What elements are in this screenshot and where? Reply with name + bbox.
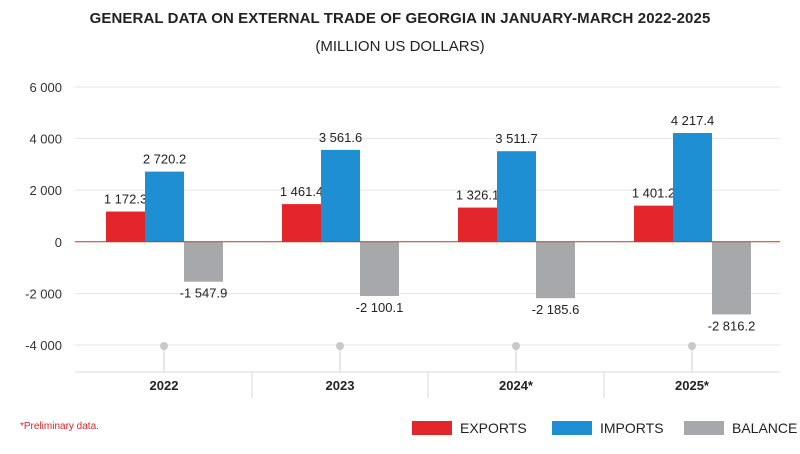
bar-exports-2024 bbox=[458, 207, 497, 242]
bar-exports-2023 bbox=[282, 204, 321, 242]
data-label-balance: -2 816.2 bbox=[708, 318, 756, 333]
y-tick-label: 0 bbox=[55, 235, 62, 250]
data-label-exports: 1 326.1 bbox=[456, 188, 499, 203]
legend-label-exports: EXPORTS bbox=[460, 420, 527, 436]
legend-item-imports: IMPORTS bbox=[552, 420, 664, 436]
legend-item-balance: BALANCE bbox=[684, 420, 797, 436]
bar-exports-2022 bbox=[106, 211, 145, 242]
data-label-balance: -1 547.9 bbox=[180, 286, 228, 301]
data-label-imports: 3 511.7 bbox=[495, 131, 537, 146]
data-label-exports: 1 461.4 bbox=[280, 184, 323, 199]
chart-title: GENERAL DATA ON EXTERNAL TRADE OF GEORGI… bbox=[89, 10, 711, 27]
legend-swatch-balance bbox=[684, 421, 724, 435]
bar-imports-2025 bbox=[673, 132, 712, 242]
legend-item-exports: EXPORTS bbox=[412, 420, 527, 436]
bar-imports-2023 bbox=[321, 149, 360, 242]
y-tick-label: -4 000 bbox=[25, 338, 62, 353]
bar-balance-2025 bbox=[712, 241, 751, 315]
y-tick-label: 4 000 bbox=[29, 132, 62, 147]
data-label-imports: 4 217.4 bbox=[671, 113, 714, 128]
category-marker bbox=[688, 342, 696, 350]
category-marker bbox=[512, 342, 520, 350]
chart-subtitle: (MILLION US DOLLARS) bbox=[315, 38, 485, 55]
y-tick-label: 2 000 bbox=[29, 183, 62, 198]
y-tick-label: 6 000 bbox=[29, 80, 62, 95]
data-label-balance: -2 100.1 bbox=[356, 300, 404, 315]
preliminary-footnote: *Preliminary data. bbox=[20, 421, 99, 432]
data-label-exports: 1 401.2 bbox=[632, 186, 675, 201]
x-tick-label: 2025* bbox=[675, 378, 710, 393]
bar-exports-2025 bbox=[634, 205, 673, 242]
category-marker bbox=[160, 342, 168, 350]
x-tick-label: 2024* bbox=[499, 378, 534, 393]
data-label-imports: 3 561.6 bbox=[319, 130, 362, 145]
bar-balance-2022 bbox=[184, 241, 223, 282]
legend-swatch-imports bbox=[552, 421, 592, 435]
data-label-balance: -2 185.6 bbox=[532, 302, 580, 317]
bar-imports-2022 bbox=[145, 171, 184, 242]
y-tick-label: -2 000 bbox=[25, 286, 62, 301]
category-marker bbox=[336, 342, 344, 350]
legend-label-imports: IMPORTS bbox=[600, 420, 664, 436]
bar-imports-2024 bbox=[497, 151, 536, 242]
legend-label-balance: BALANCE bbox=[732, 420, 798, 436]
data-label-exports: 1 172.3 bbox=[104, 192, 147, 207]
x-tick-label: 2022 bbox=[150, 378, 179, 393]
legend-swatch-exports bbox=[412, 421, 452, 435]
bar-balance-2023 bbox=[360, 241, 399, 296]
bar-balance-2024 bbox=[536, 241, 575, 299]
data-label-imports: 2 720.2 bbox=[143, 152, 186, 167]
x-tick-label: 2023 bbox=[326, 378, 355, 393]
